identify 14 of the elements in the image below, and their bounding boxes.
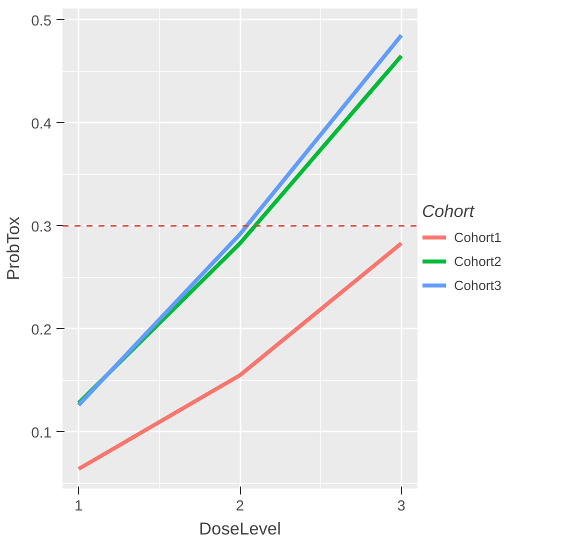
- y-tick-label: 0.1: [31, 425, 52, 442]
- legend-title: Cohort: [422, 201, 476, 222]
- y-axis-title: ProbTox: [3, 216, 24, 280]
- y-tick-label: 0.2: [31, 322, 52, 338]
- y-tick-label: 0.3: [31, 219, 52, 236]
- x-axis-title: DoseLevel: [199, 518, 281, 538]
- x-tick-label: 3: [397, 498, 406, 514]
- legend-label: Cohort1: [454, 230, 502, 244]
- y-tick-label: 0.4: [31, 116, 52, 132]
- legend-label: Cohort2: [454, 254, 502, 268]
- x-tick-label: 1: [74, 498, 83, 514]
- x-tick-label: 2: [236, 498, 244, 514]
- y-tick-label: 0.5: [31, 13, 52, 30]
- legend-label: Cohort3: [454, 278, 502, 292]
